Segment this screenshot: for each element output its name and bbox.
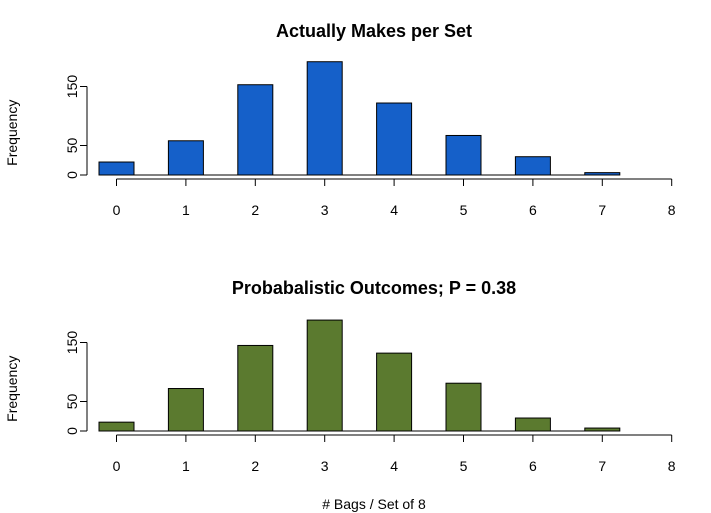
bar-2 [237, 344, 274, 432]
y-axis-label: Frequency [4, 356, 20, 422]
chart-title: Actually Makes per Set [276, 21, 472, 41]
bar-3 [306, 319, 343, 432]
bar-5 [445, 134, 482, 176]
x-tick-label: 6 [529, 202, 537, 218]
x-tick-label: 2 [251, 202, 259, 218]
bar-4 [376, 352, 413, 432]
x-tick-label: 8 [668, 458, 676, 474]
bar-1 [167, 388, 204, 432]
y-tick-label: 0 [64, 171, 80, 179]
x-tick-label: 5 [460, 202, 468, 218]
y-tick-label: 150 [64, 331, 80, 355]
chart-title: Probabalistic Outcomes; P = 0.38 [232, 278, 516, 298]
bar-5 [445, 382, 482, 432]
x-tick-label: 1 [182, 202, 190, 218]
x-tick-label: 4 [390, 458, 398, 474]
bar-6 [514, 156, 551, 176]
x-tick-label: 1 [182, 458, 190, 474]
y-tick-label: 150 [64, 75, 80, 99]
bar-0 [98, 421, 135, 432]
x-tick-label: 5 [460, 458, 468, 474]
x-tick-label: 0 [113, 458, 121, 474]
bar-3 [306, 61, 343, 176]
x-tick-label: 7 [598, 458, 606, 474]
bar-2 [237, 84, 274, 176]
x-tick-label: 2 [251, 458, 259, 474]
y-tick-label: 50 [64, 394, 80, 410]
bar-1 [167, 140, 204, 176]
chart-panel-2: Probabalistic Outcomes; P = 0.38 0 1 2 3 4 5 6 7… [4, 278, 676, 474]
x-tick-label: 3 [321, 202, 329, 218]
x-tick-label: 6 [529, 458, 537, 474]
chart-panel-1: Actually Makes per Set 0 1 2 3 4 5 6 7 8 0 50 150 Fre… [4, 21, 676, 218]
x-tick-label: 8 [668, 202, 676, 218]
x-tick-label: 3 [321, 458, 329, 474]
x-tick-label: 7 [598, 202, 606, 218]
y-tick-label: 50 [64, 138, 80, 154]
bar-6 [514, 417, 551, 432]
bar-0 [98, 161, 135, 176]
y-tick-label: 0 [64, 427, 80, 435]
x-tick-label: 4 [390, 202, 398, 218]
figure-x-axis-label: # Bags / Set of 8 [322, 496, 426, 512]
x-tick-label: 0 [113, 202, 121, 218]
y-axis-label: Frequency [4, 100, 20, 166]
bar-4 [376, 102, 413, 176]
